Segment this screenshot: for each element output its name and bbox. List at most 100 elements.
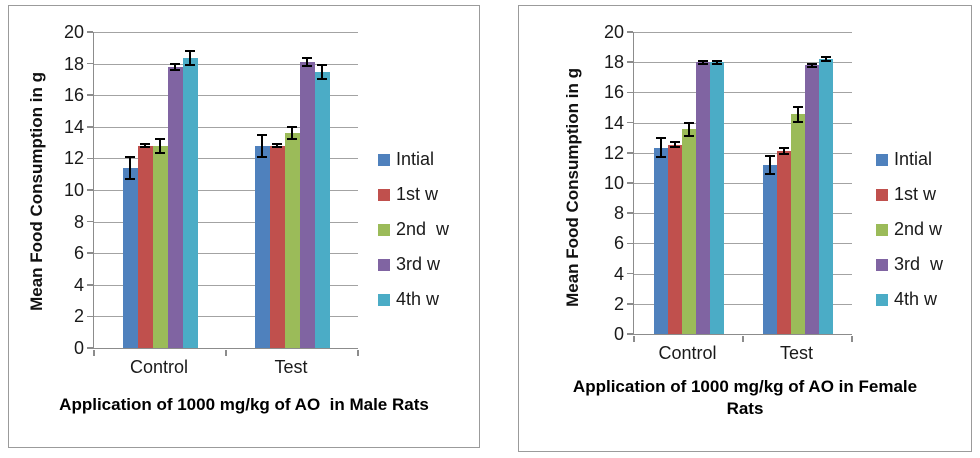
y-tick-label: 2 [613, 293, 624, 314]
gridline [634, 303, 852, 305]
error-bar [276, 144, 278, 148]
legend-item: Intial [876, 149, 943, 170]
bar [776, 146, 791, 334]
error-bar [768, 155, 771, 174]
chart-body: Mean Food Consumption in g 0 2 4 6 8 10 12 14 16… [9, 6, 479, 378]
y-tick-label: 20 [63, 22, 84, 42]
y-tick-label: 12 [63, 148, 84, 169]
y-axis-title: Mean Food Consumption in g [563, 68, 582, 307]
error-bar-cap [792, 120, 803, 123]
bar [667, 141, 682, 334]
error-bar-cap [697, 62, 708, 65]
x-tick-mark [742, 335, 744, 342]
y-tick-mark [87, 126, 93, 128]
error-bar [129, 156, 131, 179]
legend-label: 1st w [396, 184, 439, 204]
error-bar-cap [257, 133, 267, 136]
legend-label: Intial [396, 149, 435, 169]
gridline [634, 92, 852, 94]
x-tick-mark [93, 349, 95, 356]
gridline [634, 183, 852, 184]
error-bar-cap [655, 155, 666, 158]
gridline [94, 95, 358, 97]
gridline [94, 126, 358, 128]
legend-swatch [876, 293, 888, 306]
y-tick-label: 10 [63, 180, 84, 200]
x-axis-labels: Control Test [633, 335, 851, 364]
gridline [94, 253, 358, 255]
error-bar-cap [272, 143, 282, 146]
error-bar-cap [806, 62, 817, 65]
legend-label: 3rd w [396, 254, 441, 274]
y-tick-mark [87, 347, 93, 349]
legend-swatch [876, 153, 888, 166]
error-bar-cap [302, 57, 312, 60]
error-bar-cap [170, 62, 180, 65]
error-bar-cap [683, 135, 694, 138]
y-tick-label: 8 [73, 211, 84, 232]
error-bar [144, 144, 146, 148]
error-bar [796, 106, 799, 122]
legend-item: 3rd w [876, 254, 943, 275]
y-tick-label: 8 [613, 203, 624, 224]
category-label: Test [779, 343, 813, 363]
error-bar-cap [711, 59, 722, 62]
gridline [634, 213, 852, 215]
x-tick-mark [357, 349, 359, 356]
error-bar [782, 147, 785, 154]
y-tick-mark [87, 189, 93, 191]
error-bar-cap [125, 177, 135, 180]
bar [122, 155, 138, 348]
bar-group-control [634, 32, 743, 334]
legend-label: 4th w [894, 289, 938, 309]
gridline [94, 63, 358, 65]
category-label: Control [658, 343, 717, 363]
legend-label: Intial [894, 149, 933, 169]
plot-column: 0 2 4 6 8 10 12 14 16 18 20 Control Test [604, 22, 853, 364]
error-bar [673, 142, 676, 147]
plot-column: 0 2 4 6 8 10 12 14 16 18 20 Control Test [64, 22, 359, 378]
error-bar-cap [806, 65, 817, 68]
error-bar [291, 126, 293, 140]
legend-label: 2nd w [396, 219, 450, 239]
error-bar [810, 63, 813, 67]
gridline [634, 32, 852, 33]
gridline [634, 152, 852, 154]
plot-area: 0 2 4 6 8 10 12 14 16 18 20 [604, 22, 853, 344]
error-bar [687, 122, 690, 137]
legend-swatch [378, 258, 390, 271]
y-tick-mark [87, 315, 93, 318]
error-bar-cap [820, 56, 831, 59]
gridline [94, 32, 358, 33]
y-tick-label: 14 [63, 116, 84, 137]
bar [653, 137, 668, 334]
bar [182, 49, 198, 348]
y-tick-mark [627, 182, 633, 184]
error-bar [159, 138, 161, 153]
legend-item: 3rd w [378, 254, 449, 275]
error-bar-cap [711, 62, 722, 65]
y-tick-label: 2 [73, 306, 84, 327]
gridline [94, 284, 358, 286]
error-bar-cap [317, 64, 327, 67]
error-bar-cap [778, 152, 789, 155]
error-bar-cap [272, 146, 282, 149]
y-tick-label: 6 [73, 243, 84, 264]
error-bar-cap [683, 121, 694, 124]
legend-swatch [876, 188, 888, 201]
y-tick-mark [87, 252, 93, 254]
error-bar-cap [287, 125, 297, 128]
bar [167, 62, 183, 348]
category-label: Control [129, 357, 189, 377]
error-bar-cap [170, 68, 180, 71]
bar [254, 133, 270, 348]
y-tick-mark [87, 220, 93, 223]
error-bar-cap [287, 138, 297, 141]
error-bar-cap [669, 145, 680, 148]
gridline [94, 190, 358, 191]
error-bar-cap [185, 49, 195, 52]
bar [299, 57, 315, 348]
x-axis-labels: Control Test [93, 349, 357, 378]
y-tick-label: 18 [63, 53, 84, 74]
error-bar-cap [317, 78, 327, 81]
